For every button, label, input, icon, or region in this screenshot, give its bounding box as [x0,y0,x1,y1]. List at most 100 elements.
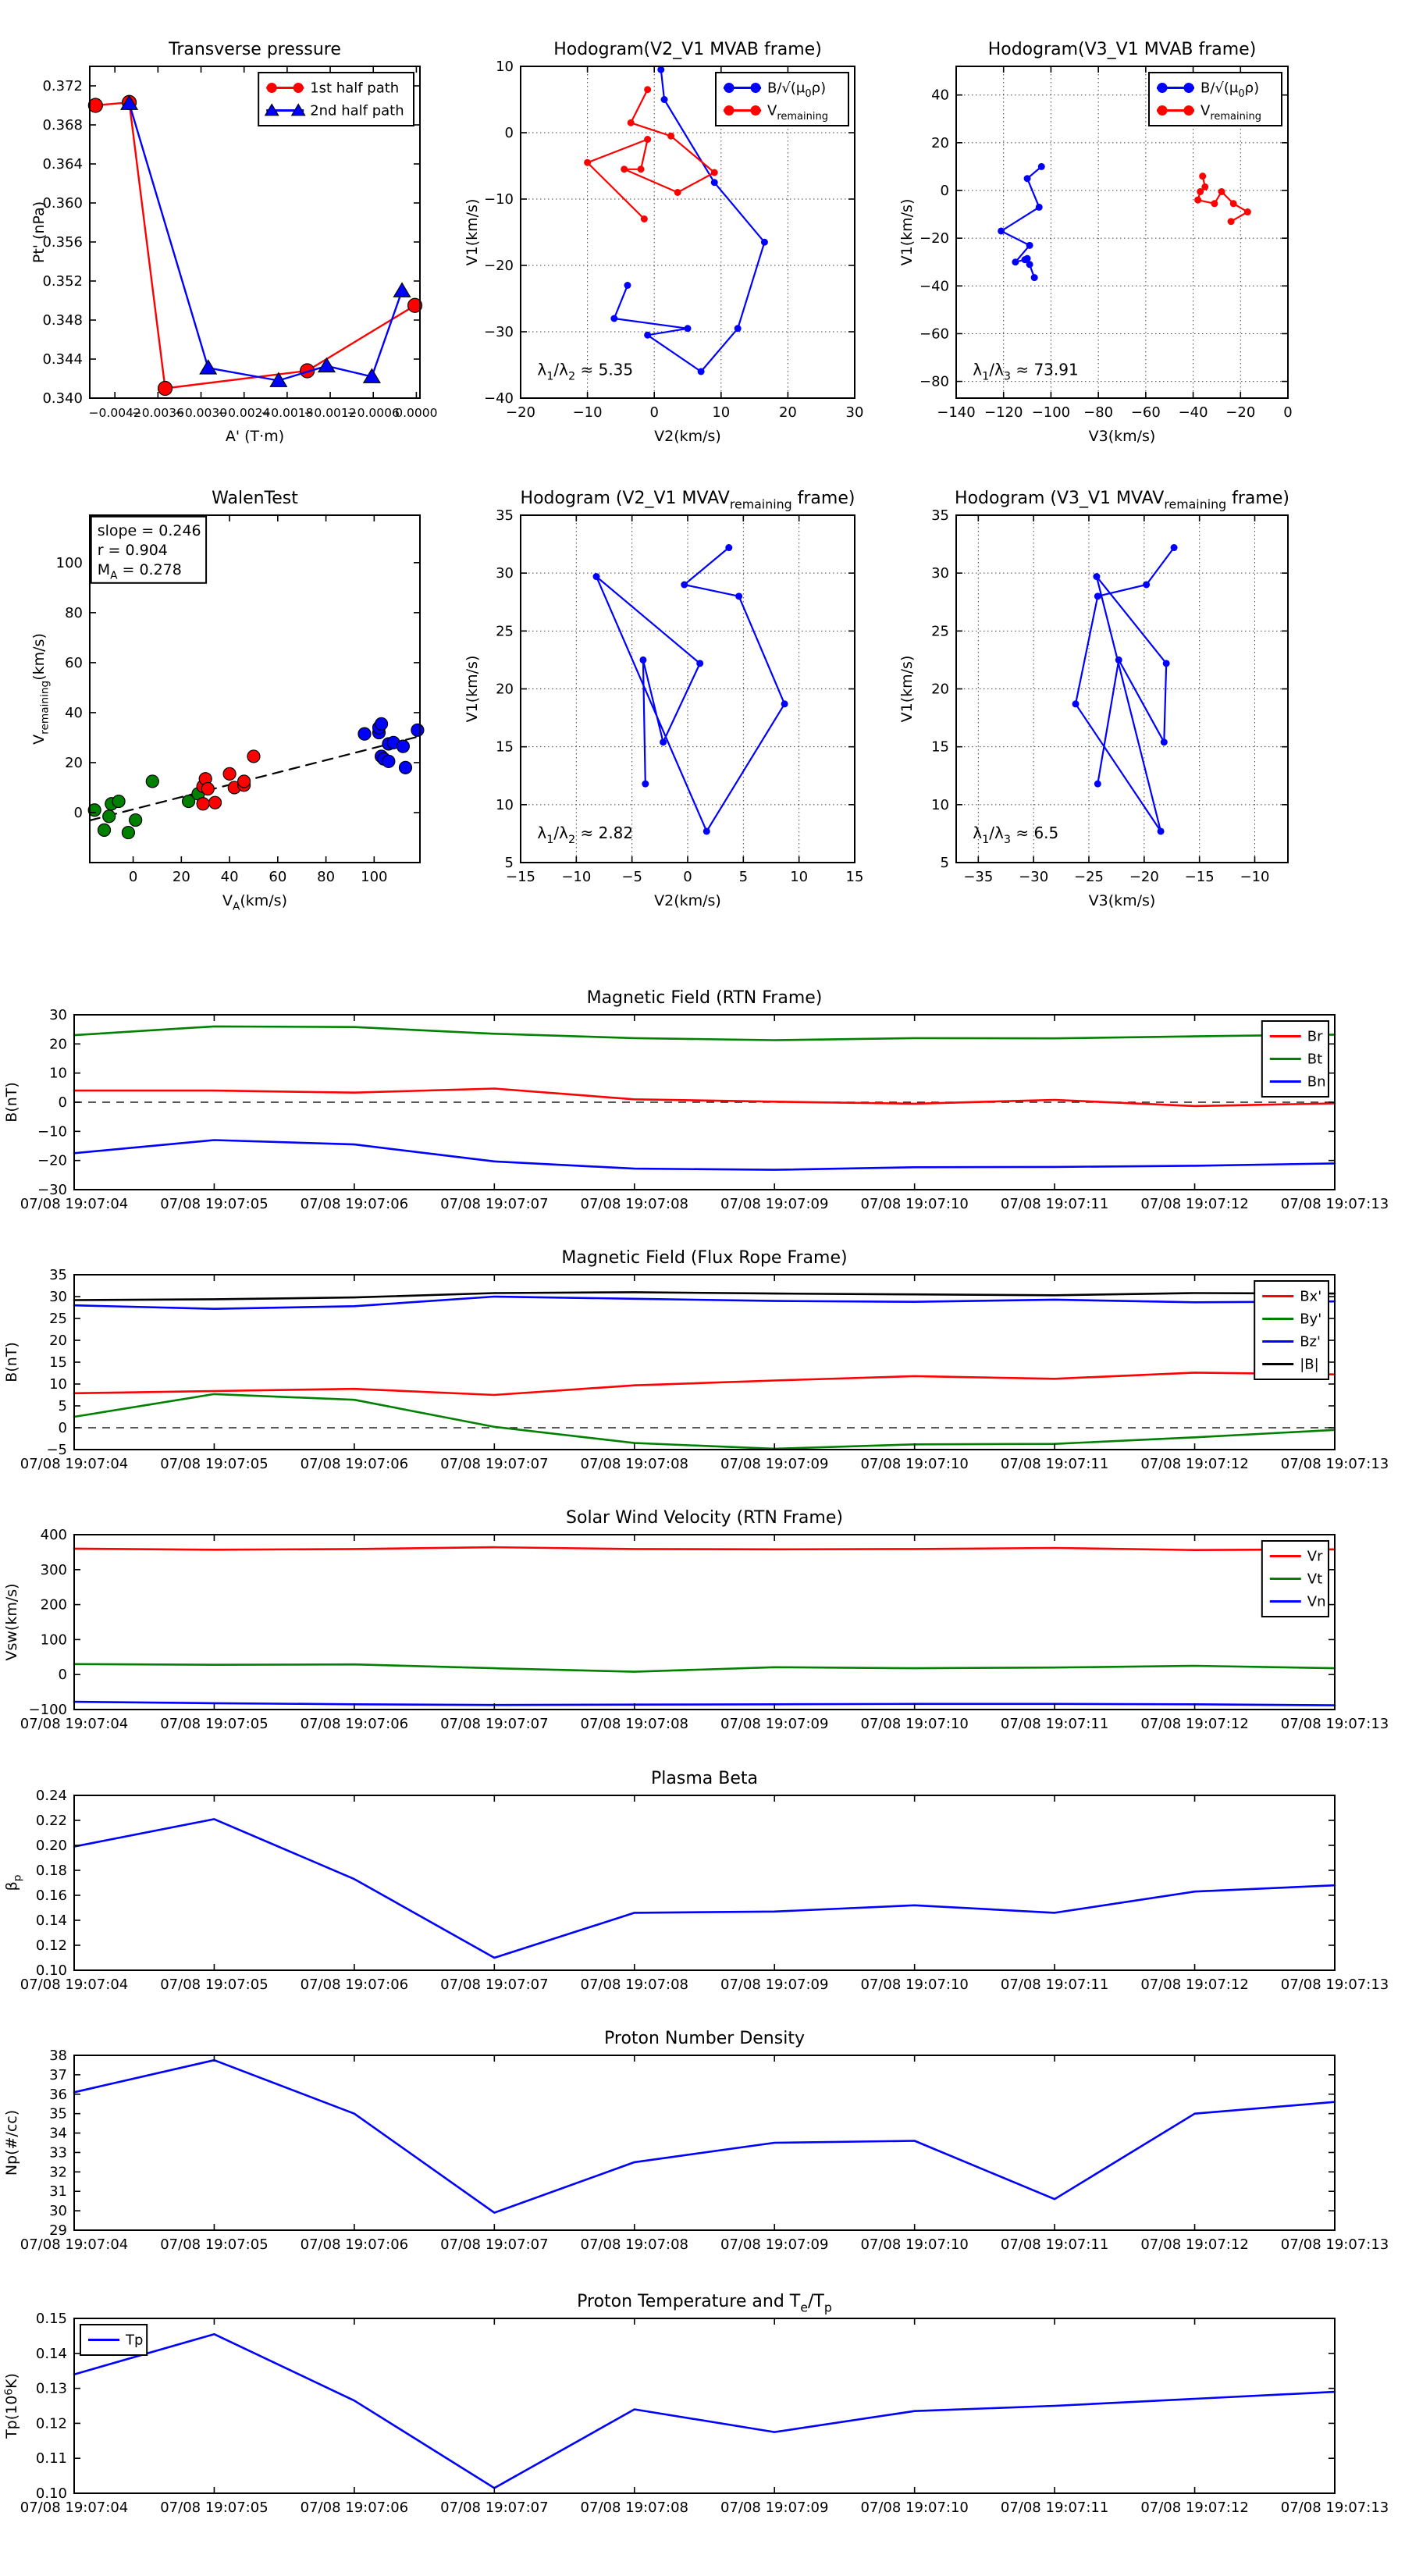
svg-text:2nd half path: 2nd half path [310,103,404,119]
svg-text:Tp: Tp [125,2332,143,2349]
svg-text:By': By' [1300,1311,1321,1328]
svg-text:07/08 19:07:12: 07/08 19:07:12 [1140,2500,1248,2516]
svg-text:0.15: 0.15 [36,2311,67,2327]
svg-text:80: 80 [317,869,335,885]
svg-text:36: 36 [49,2087,67,2103]
svg-text:Hodogram(V2_V1 MVAB frame): Hodogram(V2_V1 MVAB frame) [553,40,822,59]
svg-text:07/08 19:07:10: 07/08 19:07:10 [860,1716,968,1732]
svg-text:Pt' (nPa): Pt' (nPa) [30,201,48,263]
svg-text:0: 0 [129,869,137,885]
svg-text:15: 15 [49,1354,67,1371]
svg-text:07/08 19:07:09: 07/08 19:07:09 [720,1976,828,1993]
svg-text:25: 25 [49,1311,67,1327]
svg-text:20: 20 [49,1036,67,1052]
svg-text:−100: −100 [1032,404,1070,421]
walen-test-plot: 0 20 40 60 80 100 0 20 40 60 80 100 WalenTest VA(km/s… [30,489,425,913]
svg-text:−20: −20 [37,1153,67,1169]
svg-text:07/08 19:07:13: 07/08 19:07:13 [1281,1196,1389,1212]
svg-text:0.352: 0.352 [42,273,83,290]
svg-text:−60: −60 [1131,404,1161,421]
svg-text:30: 30 [49,2203,67,2219]
svg-text:20: 20 [931,135,949,151]
svg-text:0: 0 [59,1420,67,1436]
svg-text:5: 5 [941,855,949,871]
svg-text:0.368: 0.368 [42,117,83,133]
svg-text:40: 40 [221,869,239,885]
svg-text:07/08 19:07:13: 07/08 19:07:13 [1281,1716,1389,1732]
svg-text:07/08 19:07:04: 07/08 19:07:04 [20,2236,128,2253]
svg-text:10: 10 [49,1376,67,1393]
svg-text:0.360: 0.360 [42,195,83,212]
svg-text:B(nT): B(nT) [3,1342,20,1382]
svg-text:λ1/λ2 ≈ 5.35: λ1/λ2 ≈ 5.35 [537,360,633,382]
svg-text:−30: −30 [37,1182,67,1198]
svg-text:07/08 19:07:04: 07/08 19:07:04 [20,1976,128,1993]
svg-text:07/08 19:07:08: 07/08 19:07:08 [581,2500,688,2516]
svg-text:07/08 19:07:12: 07/08 19:07:12 [1140,1976,1248,1993]
svg-text:07/08 19:07:13: 07/08 19:07:13 [1281,2500,1389,2516]
hodogram-v2v1-mvav-plot: −15 −10 −5 0 5 10 15 5 10 15 20 25 30 35 Hodogram (V2_… [464,489,863,909]
hodogram-v2v1-mvab-plot: −20 −10 0 10 20 30 −40 −30 −20 −10 0 10 Hodogram(V2_… [464,40,863,445]
svg-text:07/08 19:07:07: 07/08 19:07:07 [440,1196,548,1212]
svg-text:Vsw(km/s): Vsw(km/s) [3,1583,20,1660]
svg-text:07/08 19:07:09: 07/08 19:07:09 [720,1196,828,1212]
svg-text:0: 0 [941,183,949,199]
svg-text:07/08 19:07:11: 07/08 19:07:11 [1001,2500,1108,2516]
hodogram-v3v1-mvav-plot: −35 −30 −25 −20 −15 −10 5 10 15 20 25 30 35 Hodogram … [898,489,1289,909]
svg-text:−40: −40 [484,390,514,407]
svg-text:37: 37 [49,2067,67,2083]
svg-text:07/08 19:07:10: 07/08 19:07:10 [860,2500,968,2516]
svg-text:10: 10 [790,869,808,885]
svg-text:33: 33 [49,2144,67,2161]
svg-text:35: 35 [49,2106,67,2122]
svg-text:A' (T·m): A' (T·m) [226,428,284,445]
svg-text:07/08 19:07:12: 07/08 19:07:12 [1140,1456,1248,1472]
svg-text:20: 20 [49,1332,67,1349]
svg-text:07/08 19:07:11: 07/08 19:07:11 [1001,1196,1108,1212]
svg-text:−40: −40 [919,278,949,294]
svg-text:Hodogram (V3_V1 MVAVremaining: Hodogram (V3_V1 MVAVremaining frame) [955,489,1289,512]
svg-text:Vt: Vt [1307,1571,1322,1588]
svg-text:V1(km/s): V1(km/s) [898,656,916,723]
svg-text:V1(km/s): V1(km/s) [464,199,481,266]
svg-text:40: 40 [65,705,83,721]
svg-text:30: 30 [496,565,514,582]
svg-text:07/08 19:07:04: 07/08 19:07:04 [20,2500,128,2516]
svg-text:Tp(106K): Tp(106K) [2,2373,20,2439]
svg-text:07/08 19:07:05: 07/08 19:07:05 [160,1976,268,1993]
svg-text:0.22: 0.22 [36,1813,67,1829]
svg-text:07/08 19:07:04: 07/08 19:07:04 [20,1716,128,1732]
svg-text:07/08 19:07:05: 07/08 19:07:05 [160,2236,268,2253]
svg-text:35: 35 [931,507,949,524]
svg-text:07/08 19:07:10: 07/08 19:07:10 [860,1976,968,1993]
svg-text:Proton Temperature and Te/Tp: Proton Temperature and Te/Tp [577,2292,832,2315]
svg-text:25: 25 [496,623,514,639]
svg-text:07/08 19:07:09: 07/08 19:07:09 [720,2500,828,2516]
svg-text:Hodogram(V3_V1 MVAB frame): Hodogram(V3_V1 MVAB frame) [988,40,1257,59]
svg-text:0.10: 0.10 [36,1962,67,1979]
svg-text:10: 10 [712,404,730,421]
svg-text:−25: −25 [1074,869,1104,885]
svg-text:−80: −80 [1083,404,1113,421]
svg-text:15: 15 [496,739,514,756]
svg-text:λ1/λ3 ≈ 6.5: λ1/λ3 ≈ 6.5 [973,824,1058,846]
svg-text:−10: −10 [37,1123,67,1140]
svg-text:−10: −10 [1240,869,1270,885]
svg-text:−5: −5 [621,869,642,885]
svg-text:−15: −15 [506,869,535,885]
svg-text:V3(km/s): V3(km/s) [1089,892,1156,909]
svg-text:−0.0018: −0.0018 [261,406,313,420]
svg-text:0: 0 [74,805,83,821]
svg-text:Magnetic Field (RTN Frame): Magnetic Field (RTN Frame) [587,988,823,1008]
svg-text:0: 0 [649,404,658,421]
svg-text:0: 0 [505,125,514,141]
svg-text:Bt: Bt [1307,1051,1322,1068]
svg-text:Transverse pressure: Transverse pressure [168,40,341,59]
svg-text:07/08 19:07:06: 07/08 19:07:06 [301,2500,408,2516]
svg-text:07/08 19:07:13: 07/08 19:07:13 [1281,1456,1389,1472]
svg-text:07/08 19:07:07: 07/08 19:07:07 [440,1976,548,1993]
svg-text:−10: −10 [573,404,603,421]
svg-text:0.356: 0.356 [42,234,83,251]
svg-text:V2(km/s): V2(km/s) [654,892,721,909]
svg-text:slope = 0.246: slope = 0.246 [98,522,201,539]
